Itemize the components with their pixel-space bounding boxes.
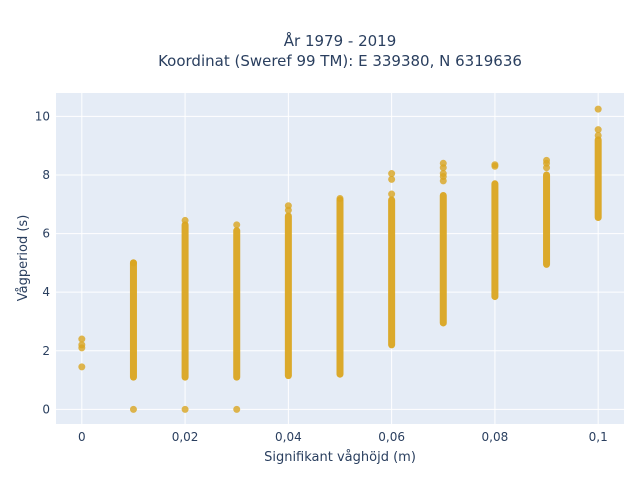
y-tick-label: 6	[42, 227, 50, 241]
data-point-band	[233, 227, 241, 381]
data-point	[543, 156, 551, 164]
data-point	[594, 126, 602, 134]
x-tick-label: 0,06	[378, 430, 405, 444]
data-point-band	[336, 196, 344, 378]
data-point-band	[181, 221, 189, 381]
x-tick-label: 0	[78, 430, 86, 444]
data-point-band	[594, 136, 602, 221]
x-tick-label: 0,08	[482, 430, 509, 444]
y-tick-label: 0	[42, 402, 50, 416]
data-point	[388, 175, 396, 183]
data-point	[439, 159, 447, 167]
data-point	[594, 131, 602, 139]
y-tick-label: 10	[35, 109, 50, 123]
y-tick-label: 2	[42, 344, 50, 358]
data-point	[388, 190, 396, 198]
data-point	[181, 216, 189, 224]
y-tick-label: 4	[42, 285, 50, 299]
data-point	[233, 405, 241, 413]
data-point	[388, 170, 396, 178]
x-tick-label: 0,02	[172, 430, 199, 444]
data-point	[78, 341, 86, 349]
data-point	[129, 259, 137, 267]
tick-labels: 0 0,02 0,04 0,06 0,08 0,1 0 2 4 6 8 10	[35, 109, 608, 444]
data-point	[129, 405, 137, 413]
y-axis-label: Vågperiod (s)	[16, 215, 31, 302]
x-tick-label: 0,04	[275, 430, 302, 444]
data-point	[284, 202, 292, 210]
chart-title-line-2: Koordinat (Sweref 99 TM): E 339380, N 63…	[158, 52, 522, 70]
data-point-band	[543, 171, 551, 268]
chart-title-line-1: År 1979 - 2019	[284, 31, 397, 50]
data-points	[78, 105, 602, 413]
data-point	[78, 335, 86, 343]
data-point-band	[491, 180, 499, 301]
data-point	[491, 161, 499, 169]
data-point	[594, 105, 602, 113]
data-point	[336, 194, 344, 202]
x-tick-label: 0,1	[589, 430, 608, 444]
y-tick-label: 8	[42, 168, 50, 182]
data-point-band	[388, 196, 396, 349]
data-point	[233, 221, 241, 229]
data-point-band	[284, 212, 292, 380]
data-point-band	[439, 192, 447, 327]
data-point	[78, 363, 86, 371]
x-axis-label: Signifikant våghöjd (m)	[264, 450, 416, 465]
data-point-band	[129, 259, 137, 381]
data-point	[181, 405, 189, 413]
data-point	[439, 170, 447, 178]
